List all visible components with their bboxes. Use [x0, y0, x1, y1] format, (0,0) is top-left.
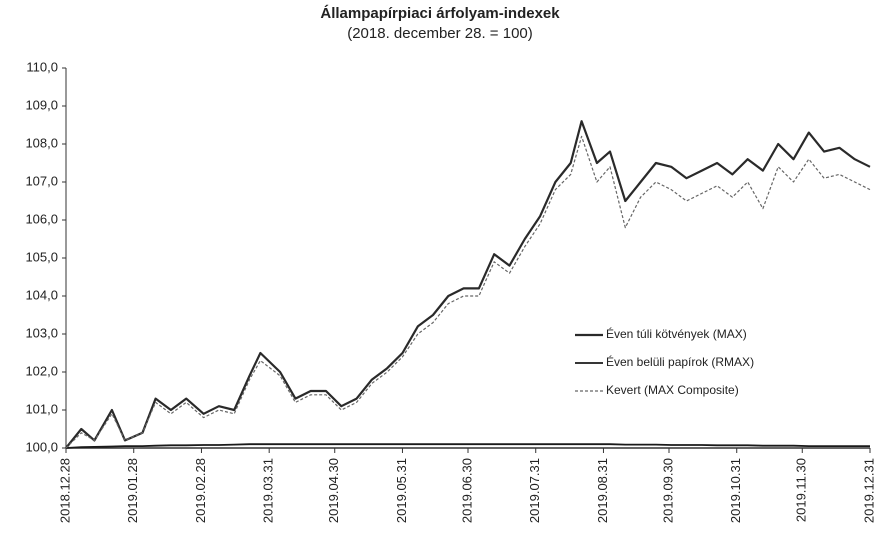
y-tick-label: 106,0: [25, 211, 58, 226]
x-tick-label: 2019.05.31: [394, 458, 409, 523]
series-line: [65, 443, 870, 449]
x-tick-label: 2019.08.31: [595, 458, 610, 523]
y-tick-label: 103,0: [25, 325, 58, 340]
chart-subtitle: (2018. december 28. = 100): [347, 25, 533, 42]
x-tick-label: 2019.11.30: [794, 458, 809, 522]
y-tick-label: 105,0: [25, 249, 58, 264]
x-tick-label: 2019.02.28: [193, 458, 208, 523]
x-tick-label: 2019.07.31: [527, 458, 542, 523]
x-tick-label: 2019.01.28: [125, 458, 140, 523]
x-tick-label: 2019.10.31: [728, 458, 743, 523]
y-tick-label: 102,0: [25, 363, 58, 378]
x-tick-label: 2019.06.30: [459, 458, 474, 523]
y-tick-label: 108,0: [25, 135, 58, 150]
x-tick-label: 2019.04.30: [326, 458, 341, 523]
legend-label: Kevert (MAX Composite): [606, 383, 739, 397]
legend-label: Éven túli kötvények (MAX): [606, 326, 747, 341]
x-tick-label: 2019.09.30: [660, 458, 675, 523]
chart-title: Állampapírpiaci árfolyam-indexek: [320, 5, 560, 22]
x-tick-label: 2019.03.31: [261, 458, 276, 523]
y-tick-label: 104,0: [25, 287, 58, 302]
y-tick-label: 101,0: [25, 401, 58, 416]
y-tick-label: 100,0: [25, 439, 58, 454]
x-tick-label: 2018.12.28: [57, 458, 72, 523]
series-line: [65, 120, 871, 449]
y-tick-label: 109,0: [25, 97, 58, 112]
x-tick-label: 2019.12.31: [861, 458, 876, 523]
y-tick-label: 107,0: [25, 173, 58, 188]
series-line: [65, 135, 871, 449]
legend-label: Éven belüli papírok (RMAX): [606, 354, 754, 369]
y-tick-label: 110,0: [26, 59, 58, 74]
